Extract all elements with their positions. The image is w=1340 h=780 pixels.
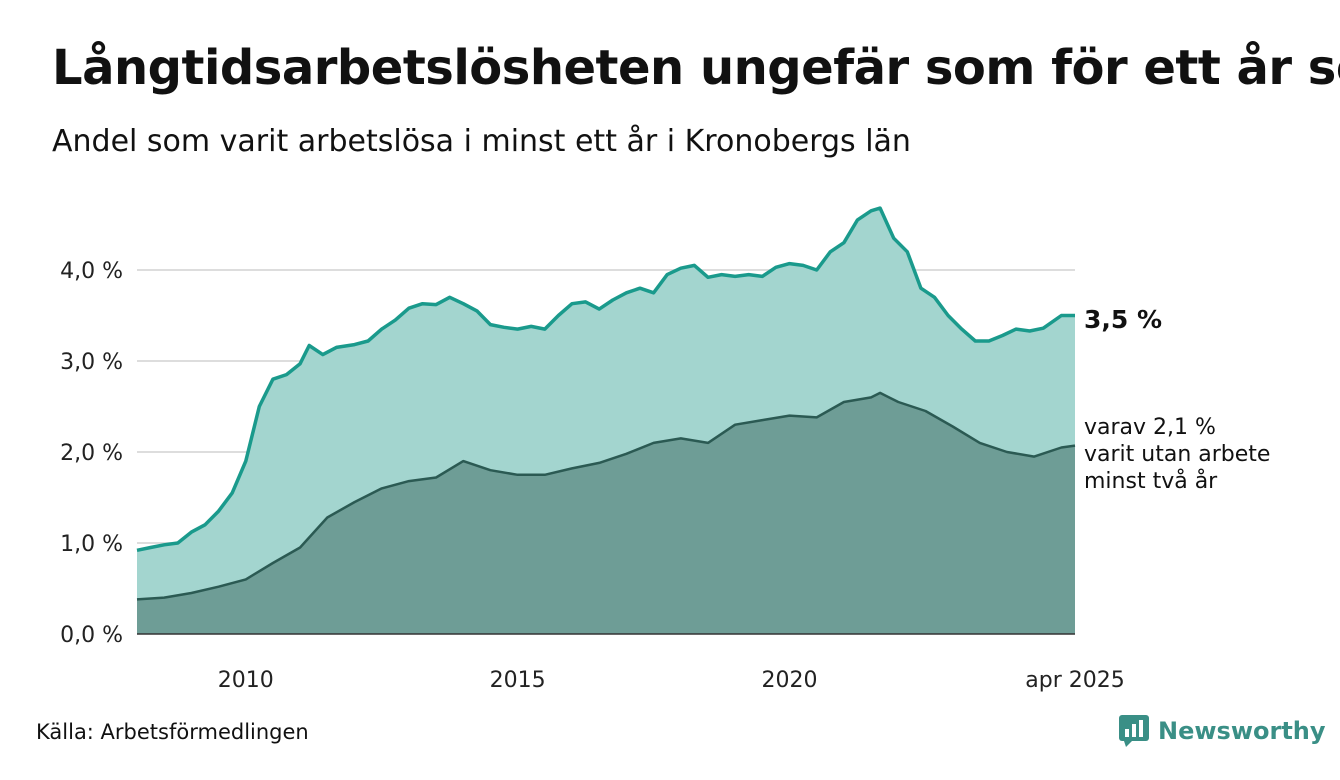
total-value-label: 3,5 %: [1084, 305, 1162, 334]
source-credit: Källa: Arbetsförmedlingen: [36, 720, 309, 744]
y-tick-label: 4,0 %: [60, 259, 123, 284]
page-title: Långtidsarbetslösheten ungefär som för e…: [52, 40, 1340, 96]
two-year-label-line-3: minst två år: [1084, 468, 1218, 494]
two-year-area: [137, 392, 1075, 634]
brand-name: Newsworthy: [1158, 717, 1326, 745]
newsworthy-logo-icon: [1119, 715, 1149, 747]
y-tick-label: 0,0 %: [60, 623, 123, 648]
two-year-label-line-2: varit utan arbete: [1084, 442, 1270, 467]
chart-areas: [136, 206, 1076, 634]
total-line: [136, 206, 1075, 553]
two-year-label-line-1: varav 2,1 %: [1084, 415, 1216, 440]
x-tick-label: 2010: [218, 668, 274, 693]
x-tick-label: apr 2025: [1025, 668, 1124, 693]
x-tick-label: 2015: [490, 668, 546, 693]
y-tick-label: 3,0 %: [60, 350, 123, 375]
y-tick-label: 2,0 %: [60, 441, 123, 466]
annotations: 3,5 % varav 2,1 % varit utan arbete mins…: [1084, 305, 1270, 494]
axis-labels: 0,0 % 1,0 % 2,0 % 3,0 % 4,0 % 2010 2015 2020 apr…: [60, 259, 1125, 693]
page-subtitle: Andel som varit arbetslösa i minst ett å…: [52, 124, 911, 159]
x-tick-label: 2020: [762, 668, 818, 693]
brand-logo: Newsworthy: [1118, 714, 1326, 748]
y-tick-label: 1,0 %: [60, 532, 123, 557]
two-year-line: [136, 391, 1076, 601]
